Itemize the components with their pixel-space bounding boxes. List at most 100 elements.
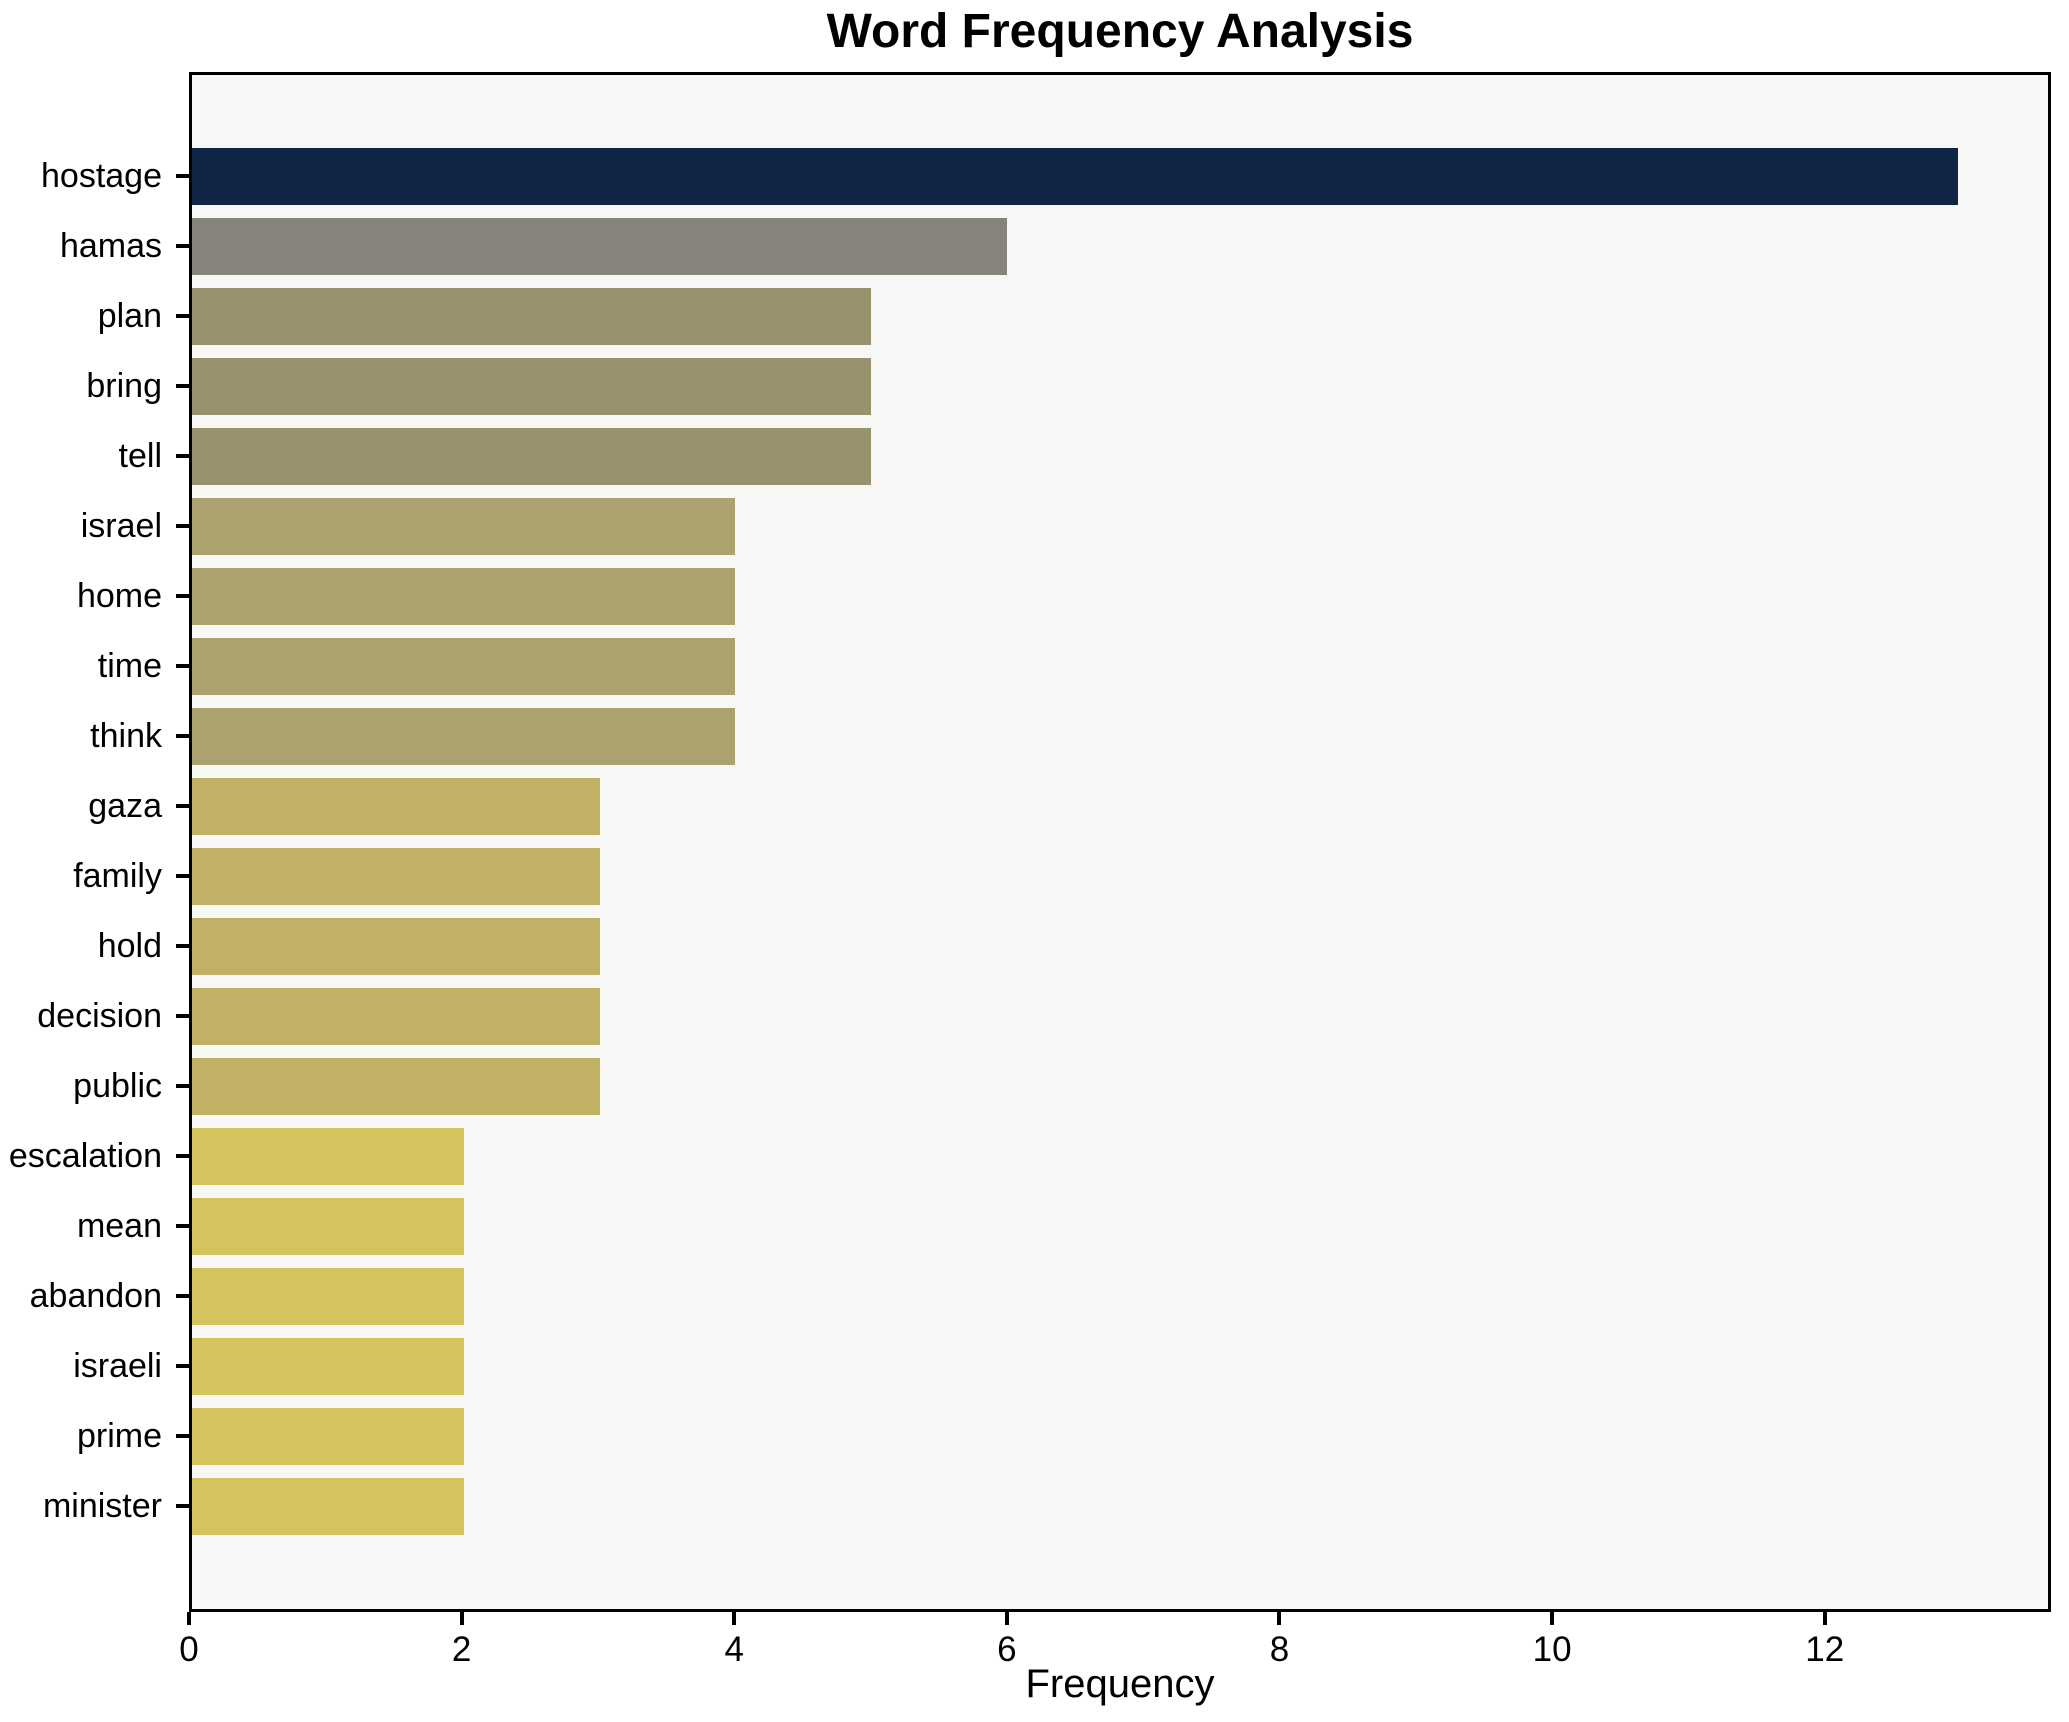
- y-tick-label: public: [73, 1066, 162, 1105]
- y-tick-label: israel: [80, 506, 162, 545]
- y-tick-mark: [176, 1294, 189, 1298]
- bar-bring: [192, 357, 872, 415]
- x-tick-mark: [1004, 1612, 1009, 1625]
- y-tick-row: escalation: [0, 1121, 189, 1191]
- bar-israel: [192, 497, 736, 555]
- y-tick-row: gaza: [0, 771, 189, 841]
- y-tick-mark: [176, 524, 189, 528]
- x-tick-mark: [187, 1612, 191, 1625]
- bar-think: [192, 707, 736, 765]
- x-tick-mark: [1822, 1612, 1827, 1625]
- x-axis: 0 2 4 6 8 10 12: [179, 1612, 2051, 1722]
- x-tick-label: 2: [451, 1630, 472, 1669]
- x-tick-label: 10: [1532, 1630, 1572, 1669]
- chart-title: Word Frequency Analysis: [826, 5, 1414, 58]
- bar-row: [192, 701, 2048, 771]
- y-tick-label: abandon: [29, 1276, 162, 1315]
- bars-layer: [192, 141, 2048, 1541]
- y-tick-row: abandon: [0, 1261, 189, 1331]
- y-tick-mark: [176, 314, 189, 318]
- y-tick-label: hostage: [41, 156, 162, 195]
- y-tick-row: time: [0, 631, 189, 701]
- y-tick-label: israeli: [73, 1346, 162, 1385]
- bar-hold: [192, 917, 600, 975]
- y-tick-label: think: [90, 716, 162, 755]
- y-tick-row: tell: [0, 421, 189, 491]
- bar-row: [192, 771, 2048, 841]
- y-tick-row: public: [0, 1051, 189, 1121]
- y-tick-label: gaza: [88, 786, 162, 825]
- bar-row: [192, 1121, 2048, 1191]
- bar-row: [192, 141, 2048, 211]
- y-tick-mark: [176, 874, 189, 878]
- y-tick-label: minister: [42, 1486, 162, 1525]
- y-tick-label: tell: [118, 436, 162, 475]
- y-tick-mark: [176, 384, 189, 388]
- bar-minister: [192, 1477, 464, 1535]
- y-tick-row: plan: [0, 281, 189, 351]
- y-tick-label: mean: [76, 1206, 162, 1245]
- bar-hamas: [192, 217, 1008, 275]
- bar-home: [192, 567, 736, 625]
- bar-gaza: [192, 777, 600, 835]
- y-tick-row: mean: [0, 1191, 189, 1261]
- y-tick-row: bring: [0, 351, 189, 421]
- y-tick-mark: [176, 734, 189, 738]
- y-tick-mark: [176, 454, 189, 458]
- y-tick-row: minister: [0, 1471, 189, 1541]
- x-tick-label: 12: [1805, 1630, 1845, 1669]
- bar-row: [192, 631, 2048, 701]
- bar-abandon: [192, 1267, 464, 1325]
- y-tick-row: think: [0, 701, 189, 771]
- y-tick-row: hamas: [0, 211, 189, 281]
- y-tick-label: hamas: [59, 226, 162, 265]
- y-tick-row: hostage: [0, 141, 189, 211]
- x-tick-mark: [1277, 1612, 1282, 1625]
- bar-row: [192, 561, 2048, 631]
- bar-row: [192, 281, 2048, 351]
- y-tick-mark: [176, 1364, 189, 1368]
- y-tick-row: israeli: [0, 1331, 189, 1401]
- y-tick-row: hold: [0, 911, 189, 981]
- y-tick-mark: [176, 174, 189, 178]
- bar-row: [192, 1331, 2048, 1401]
- y-tick-label: escalation: [8, 1136, 162, 1175]
- bar-row: [192, 491, 2048, 561]
- x-tick-label: 4: [724, 1630, 744, 1669]
- plot-area: [189, 72, 2051, 1612]
- bar-row: [192, 1191, 2048, 1261]
- bar-row: [192, 421, 2048, 491]
- y-tick-label: family: [73, 856, 162, 895]
- y-tick-label: prime: [76, 1416, 162, 1455]
- bar-time: [192, 637, 736, 695]
- y-tick-mark: [176, 1084, 189, 1088]
- y-tick-mark: [176, 594, 189, 598]
- x-tick-mark: [459, 1612, 464, 1625]
- x-axis-label: Frequency: [1025, 1662, 1215, 1706]
- x-tick-label: 6: [997, 1630, 1017, 1669]
- bar-public: [192, 1057, 600, 1115]
- bar-row: [192, 841, 2048, 911]
- x-tick-label: 8: [1269, 1630, 1290, 1669]
- bar-row: [192, 1261, 2048, 1331]
- bar-row: [192, 211, 2048, 281]
- y-tick-row: prime: [0, 1401, 189, 1471]
- bar-escalation: [192, 1127, 464, 1185]
- y-tick-mark: [176, 1434, 189, 1438]
- bar-decision: [192, 987, 600, 1045]
- y-tick-label: decision: [37, 996, 162, 1035]
- bar-family: [192, 847, 600, 905]
- y-tick-row: decision: [0, 981, 189, 1051]
- y-tick-mark: [176, 1224, 189, 1228]
- y-tick-mark: [176, 664, 189, 668]
- x-tick-label: 0: [179, 1630, 199, 1669]
- bar-israeli: [192, 1337, 464, 1395]
- bar-row: [192, 1401, 2048, 1471]
- y-axis-labels: hostage hamas plan bring tell israel home time t…: [0, 141, 189, 1541]
- y-tick-row: israel: [0, 491, 189, 561]
- y-tick-mark: [176, 1014, 189, 1018]
- bar-row: [192, 351, 2048, 421]
- y-tick-label: time: [97, 646, 162, 685]
- bar-hostage: [192, 147, 1959, 205]
